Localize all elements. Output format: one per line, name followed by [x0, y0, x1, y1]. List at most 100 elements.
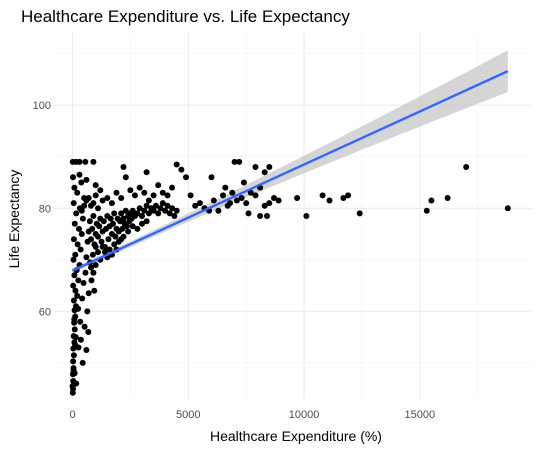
data-point [74, 241, 81, 248]
x-tick-label: 5000 [176, 409, 200, 421]
data-point [85, 195, 92, 201]
data-point [210, 197, 217, 204]
data-point [129, 207, 136, 214]
data-point [76, 225, 82, 232]
data-point [294, 195, 301, 201]
data-point [98, 238, 105, 245]
data-point [71, 220, 78, 227]
data-point [79, 295, 86, 302]
data-point [261, 169, 268, 176]
data-point [275, 197, 282, 204]
data-point [79, 359, 86, 366]
data-point [143, 218, 150, 225]
data-point [71, 370, 78, 377]
data-point [91, 287, 98, 294]
data-point [171, 213, 178, 219]
data-point [236, 158, 243, 165]
data-point [240, 179, 247, 186]
data-point [215, 207, 222, 214]
data-point [78, 207, 85, 214]
data-point [164, 192, 171, 199]
data-point [70, 256, 77, 263]
data-point [145, 197, 152, 204]
data-point [97, 187, 104, 194]
regression-line [72, 70, 509, 272]
data-point [227, 200, 233, 207]
data-point [96, 223, 103, 230]
data-point [178, 166, 185, 173]
data-point [70, 200, 77, 207]
data-point [95, 233, 101, 240]
data-point [89, 251, 96, 258]
data-point [90, 158, 97, 165]
data-point [187, 192, 194, 199]
data-point [70, 236, 77, 243]
data-point [74, 189, 81, 196]
data-point [88, 277, 95, 284]
data-point [72, 251, 79, 258]
data-point [73, 380, 80, 387]
data-point [143, 202, 150, 209]
data-point [340, 195, 347, 201]
data-point [141, 189, 148, 196]
data-point [71, 326, 78, 333]
data-point [120, 215, 127, 222]
data-point [110, 220, 116, 227]
data-point [92, 192, 99, 199]
data-point [70, 358, 77, 365]
data-point [83, 254, 90, 261]
data-point [91, 241, 98, 248]
data-point [143, 169, 150, 176]
data-point [75, 305, 82, 312]
data-point [247, 189, 254, 196]
data-point [252, 164, 259, 170]
data-point [271, 195, 277, 201]
data-point [159, 200, 166, 207]
data-point [125, 228, 132, 235]
data-point [86, 218, 93, 225]
data-point [70, 174, 76, 181]
data-point [192, 202, 199, 209]
data-point [92, 262, 99, 268]
data-point [122, 207, 129, 214]
data-point [88, 236, 94, 243]
data-point [104, 195, 111, 201]
data-point [252, 192, 259, 199]
data-point [423, 207, 430, 214]
data-point [82, 158, 89, 165]
data-point [264, 213, 270, 219]
data-point [229, 189, 236, 196]
data-point [233, 197, 240, 204]
data-point [222, 184, 229, 191]
data-point [92, 182, 99, 189]
y-tick-label: 60 [39, 306, 51, 318]
data-point [243, 200, 250, 207]
x-tick-label: 15000 [405, 409, 436, 421]
data-point [75, 277, 82, 284]
data-point [83, 347, 90, 353]
data-point [220, 192, 226, 199]
data-point [71, 272, 78, 279]
data-point [120, 164, 127, 170]
y-axis-title: Life Expectancy [6, 170, 22, 269]
data-point [77, 336, 84, 343]
data-point [159, 189, 166, 196]
data-point [81, 323, 88, 330]
data-point [111, 210, 118, 217]
data-point [105, 236, 112, 243]
data-point [136, 205, 143, 212]
data-point [81, 202, 88, 209]
data-point [122, 174, 129, 181]
data-point [155, 182, 162, 189]
data-point [129, 223, 136, 230]
data-point [119, 225, 126, 232]
data-point [266, 200, 273, 207]
data-point [123, 223, 130, 230]
x-tick-label: 0 [69, 409, 75, 421]
data-point [356, 210, 363, 217]
data-point [162, 207, 169, 214]
data-point [428, 197, 435, 204]
data-point [113, 189, 120, 196]
data-point [90, 200, 97, 207]
